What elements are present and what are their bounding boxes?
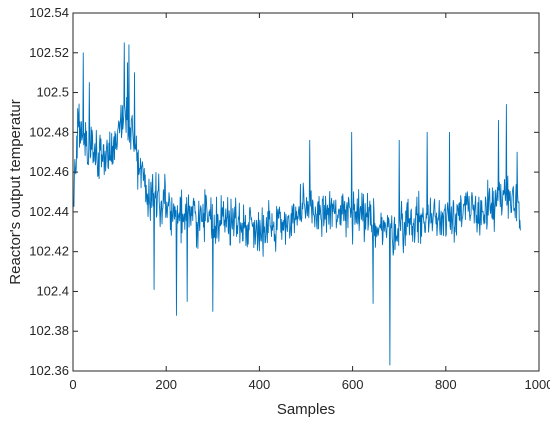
y-axis-label: Reactor's output temperatur — [7, 99, 24, 284]
y-tick-label: 102.38 — [29, 323, 69, 338]
y-tick-label: 102.46 — [29, 164, 69, 179]
x-tick-label: 800 — [435, 377, 457, 392]
y-tick-label: 102.42 — [29, 244, 69, 259]
x-tick-label: 600 — [342, 377, 364, 392]
y-tick-label: 102.54 — [29, 5, 69, 20]
x-tick-label: 0 — [69, 377, 76, 392]
x-axis-label: Samples — [277, 401, 335, 418]
y-tick-label: 102.4 — [36, 283, 69, 298]
x-tick-label: 400 — [249, 377, 271, 392]
plot-frame — [72, 12, 540, 372]
x-axis: 0 200 400 600 800 1000 — [69, 13, 550, 392]
series-line — [73, 42, 521, 366]
x-tick-label: 200 — [155, 377, 177, 392]
y-tick-label: 102.36 — [29, 363, 69, 378]
y-tick-label: 102.52 — [29, 45, 69, 60]
x-tick-label: 1000 — [525, 377, 550, 392]
y-axis: 102.36 102.38 102.4 102.42 102.44 102.46 102.4… — [29, 5, 539, 378]
y-tick-label: 102.44 — [29, 204, 69, 219]
y-tick-label: 102.48 — [29, 124, 69, 139]
plot-area — [73, 13, 539, 371]
y-tick-label: 102.5 — [36, 85, 69, 100]
